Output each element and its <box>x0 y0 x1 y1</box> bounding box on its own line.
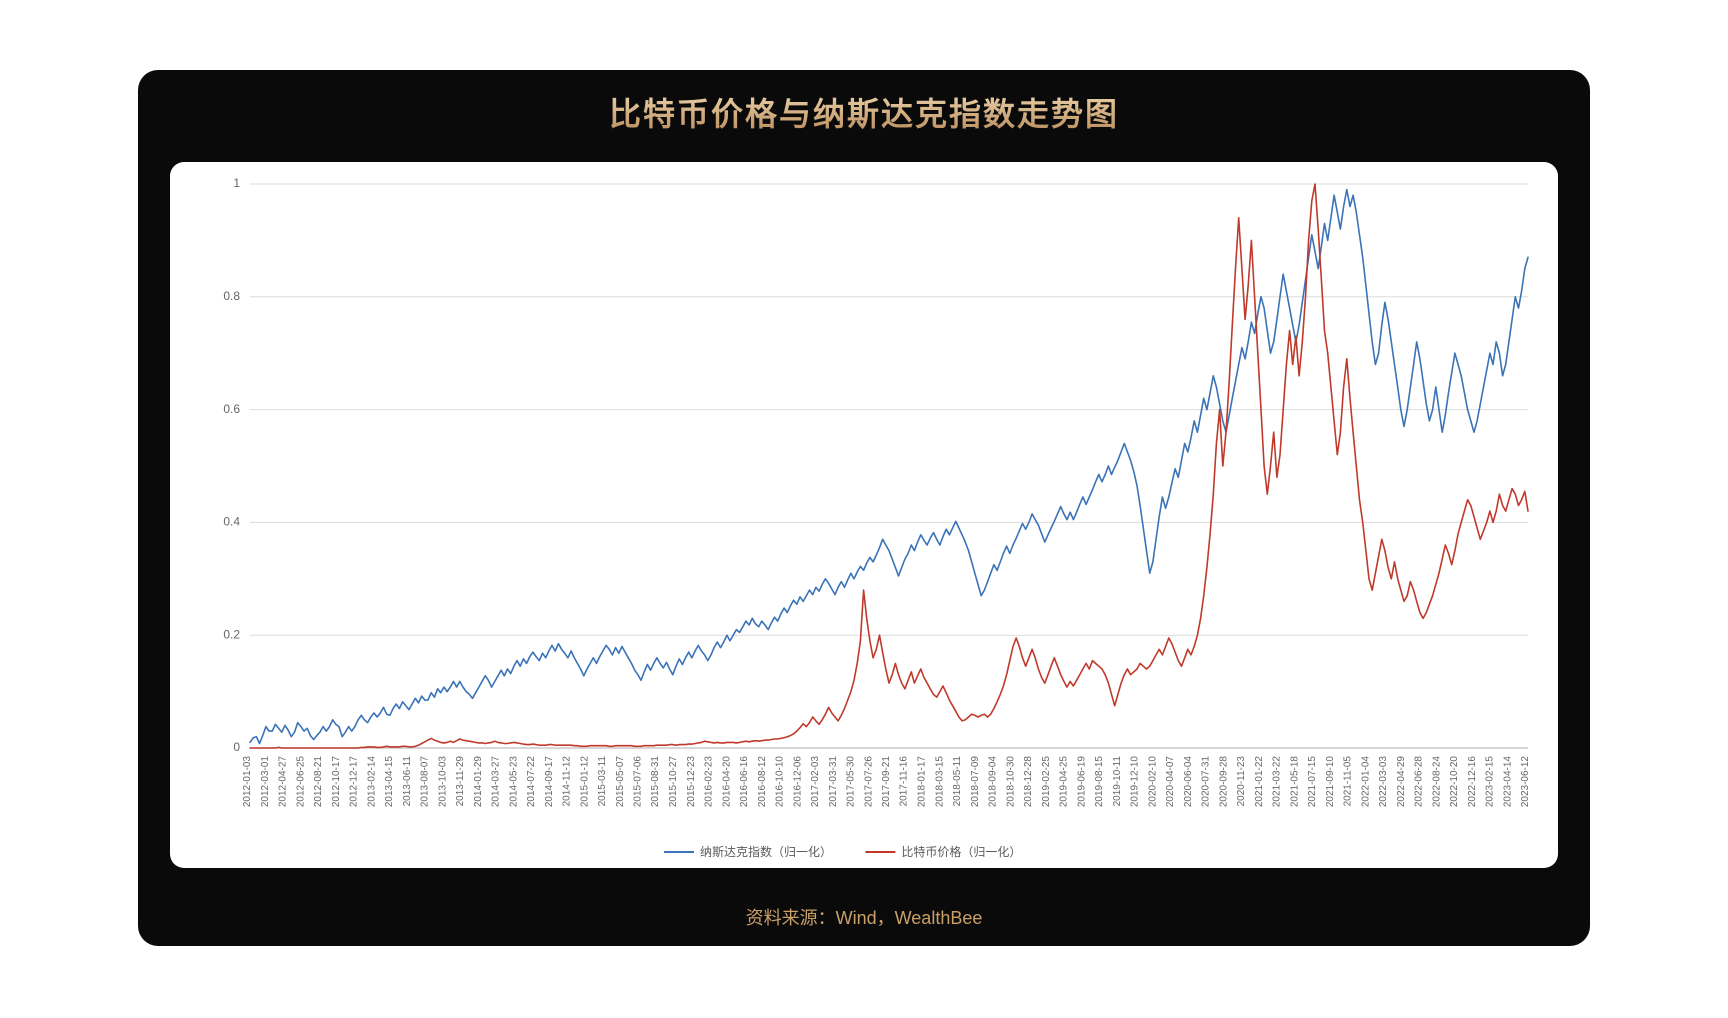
svg-text:2017-03-31: 2017-03-31 <box>828 756 839 808</box>
svg-text:2012-08-21: 2012-08-21 <box>313 756 324 808</box>
series-bitcoin_normalized <box>250 184 1528 748</box>
svg-text:2015-01-12: 2015-01-12 <box>579 756 590 808</box>
svg-text:2016-10-10: 2016-10-10 <box>775 756 786 808</box>
svg-text:2022-10-20: 2022-10-20 <box>1449 756 1460 808</box>
svg-text:0.8: 0.8 <box>223 289 240 303</box>
svg-text:2012-03-01: 2012-03-01 <box>260 756 271 808</box>
svg-text:2015-07-06: 2015-07-06 <box>633 756 644 808</box>
svg-text:2021-11-05: 2021-11-05 <box>1343 756 1354 807</box>
svg-text:2014-09-17: 2014-09-17 <box>544 756 555 808</box>
svg-text:2016-08-12: 2016-08-12 <box>757 756 768 808</box>
svg-text:2022-06-28: 2022-06-28 <box>1414 756 1425 808</box>
svg-text:2019-10-11: 2019-10-11 <box>1112 756 1123 807</box>
svg-text:2013-11-29: 2013-11-29 <box>455 756 466 807</box>
svg-text:1: 1 <box>233 176 240 190</box>
svg-text:2021-09-10: 2021-09-10 <box>1325 756 1336 808</box>
svg-text:2020-07-31: 2020-07-31 <box>1201 756 1212 808</box>
svg-text:2015-08-31: 2015-08-31 <box>650 756 661 808</box>
svg-text:2020-02-10: 2020-02-10 <box>1147 756 1158 808</box>
svg-text:2018-10-30: 2018-10-30 <box>1005 756 1016 808</box>
svg-text:2014-03-27: 2014-03-27 <box>491 756 502 808</box>
svg-text:2012-01-03: 2012-01-03 <box>242 756 253 808</box>
svg-text:2021-01-22: 2021-01-22 <box>1254 756 1265 808</box>
svg-text:2017-07-26: 2017-07-26 <box>863 756 874 808</box>
svg-text:2014-01-29: 2014-01-29 <box>473 756 484 808</box>
svg-text:2021-07-15: 2021-07-15 <box>1307 756 1318 808</box>
svg-text:2019-12-10: 2019-12-10 <box>1130 756 1141 808</box>
svg-text:2018-07-09: 2018-07-09 <box>970 756 981 808</box>
svg-text:2016-12-06: 2016-12-06 <box>792 756 803 808</box>
chart-frame: 比特币价格与纳斯达克指数走势图 0 0.2 0.4 0.6 0.8 1 2012-01-03… <box>138 70 1590 946</box>
svg-text:0.4: 0.4 <box>223 515 240 529</box>
svg-text:2013-06-11: 2013-06-11 <box>402 756 413 807</box>
svg-text:2013-10-03: 2013-10-03 <box>437 756 448 808</box>
svg-text:2020-04-07: 2020-04-07 <box>1165 756 1176 808</box>
svg-text:2014-11-12: 2014-11-12 <box>562 756 573 807</box>
svg-text:0.2: 0.2 <box>223 627 240 641</box>
svg-text:2020-11-23: 2020-11-23 <box>1236 756 1247 807</box>
svg-text:2015-10-27: 2015-10-27 <box>668 756 679 808</box>
svg-text:2022-08-24: 2022-08-24 <box>1431 756 1442 808</box>
svg-text:2021-05-18: 2021-05-18 <box>1289 756 1300 808</box>
svg-text:2013-02-14: 2013-02-14 <box>366 756 377 808</box>
series-nasdaq_normalized <box>250 190 1528 744</box>
svg-text:2012-10-17: 2012-10-17 <box>331 756 342 808</box>
svg-text:2014-07-22: 2014-07-22 <box>526 756 537 808</box>
svg-text:2013-08-07: 2013-08-07 <box>420 756 431 808</box>
svg-text:2012-04-27: 2012-04-27 <box>278 756 289 808</box>
svg-text:2023-02-15: 2023-02-15 <box>1485 756 1496 808</box>
svg-text:2017-02-03: 2017-02-03 <box>810 756 821 808</box>
svg-text:2015-05-07: 2015-05-07 <box>615 756 626 808</box>
svg-text:2023-04-14: 2023-04-14 <box>1502 756 1513 808</box>
svg-text:2019-08-15: 2019-08-15 <box>1094 756 1105 808</box>
svg-text:2022-01-04: 2022-01-04 <box>1360 756 1371 808</box>
svg-text:2016-04-20: 2016-04-20 <box>721 756 732 808</box>
svg-text:0: 0 <box>233 740 240 754</box>
svg-text:2018-01-17: 2018-01-17 <box>917 756 928 808</box>
chart-card: 0 0.2 0.4 0.6 0.8 1 2012-01-03 2012-03-01 2012-0… <box>170 162 1558 868</box>
svg-text:纳斯达克指数（归一化）: 纳斯达克指数（归一化） <box>700 844 832 859</box>
source-text: 资料来源：Wind，WealthBee <box>138 904 1590 930</box>
svg-text:2017-05-30: 2017-05-30 <box>846 756 857 808</box>
svg-text:2020-09-28: 2020-09-28 <box>1218 756 1229 808</box>
svg-text:2019-06-19: 2019-06-19 <box>1076 756 1087 808</box>
svg-text:2012-06-25: 2012-06-25 <box>295 756 306 808</box>
svg-text:2018-09-04: 2018-09-04 <box>988 756 999 808</box>
svg-text:2018-03-15: 2018-03-15 <box>934 756 945 808</box>
chart-svg: 0 0.2 0.4 0.6 0.8 1 2012-01-03 2012-03-01 2012-0… <box>170 162 1558 868</box>
svg-text:2015-03-11: 2015-03-11 <box>597 756 608 807</box>
svg-text:2016-06-16: 2016-06-16 <box>739 756 750 808</box>
svg-text:0.6: 0.6 <box>223 402 240 416</box>
svg-text:比特币价格（归一化）: 比特币价格（归一化） <box>901 844 1021 859</box>
svg-text:2023-06-12: 2023-06-12 <box>1520 756 1531 808</box>
svg-text:2014-05-23: 2014-05-23 <box>508 756 519 808</box>
svg-text:2016-02-23: 2016-02-23 <box>704 756 715 808</box>
svg-text:2012-12-17: 2012-12-17 <box>349 756 360 808</box>
svg-text:2017-09-21: 2017-09-21 <box>881 756 892 808</box>
svg-text:2019-02-25: 2019-02-25 <box>1041 756 1052 808</box>
chart-title: 比特币价格与纳斯达克指数走势图 <box>609 89 1119 135</box>
title-area: 比特币价格与纳斯达克指数走势图 <box>138 70 1590 154</box>
svg-text:2021-03-22: 2021-03-22 <box>1272 756 1283 808</box>
svg-text:2018-12-28: 2018-12-28 <box>1023 756 1034 808</box>
svg-text:2015-12-23: 2015-12-23 <box>686 756 697 808</box>
svg-text:2013-04-15: 2013-04-15 <box>384 756 395 808</box>
svg-text:2022-12-16: 2022-12-16 <box>1467 756 1478 808</box>
svg-text:2020-06-04: 2020-06-04 <box>1183 756 1194 808</box>
svg-text:2019-04-25: 2019-04-25 <box>1059 756 1070 808</box>
svg-text:2018-05-11: 2018-05-11 <box>952 756 963 807</box>
svg-text:2022-03-03: 2022-03-03 <box>1378 756 1389 808</box>
svg-text:2022-04-29: 2022-04-29 <box>1396 756 1407 808</box>
svg-text:2017-11-16: 2017-11-16 <box>899 756 910 807</box>
